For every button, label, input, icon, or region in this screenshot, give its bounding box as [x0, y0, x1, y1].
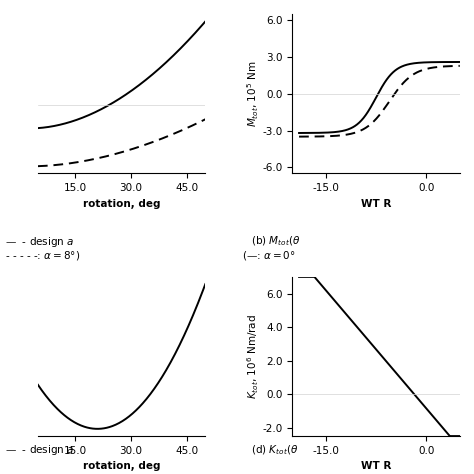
Text: —  - design $a$: — - design $a$ — [5, 443, 74, 457]
Text: —  - design $a$: — - design $a$ — [5, 235, 74, 249]
X-axis label: WT R: WT R — [361, 461, 391, 471]
Text: (b) $M_{tot}(\theta$: (b) $M_{tot}(\theta$ — [251, 235, 301, 248]
X-axis label: rotation, deg: rotation, deg — [83, 199, 160, 209]
X-axis label: WT R: WT R — [361, 199, 391, 209]
Text: - - - - -: $\alpha = 8°$): - - - - -: $\alpha = 8°$) — [5, 249, 80, 262]
X-axis label: rotation, deg: rotation, deg — [83, 461, 160, 471]
Text: (—: $\alpha = 0°$: (—: $\alpha = 0°$ — [242, 249, 295, 262]
Y-axis label: $M_{tot}$, 10$^5$ Nm: $M_{tot}$, 10$^5$ Nm — [246, 61, 261, 127]
Text: (d) $K_{tot}(\theta$: (d) $K_{tot}(\theta$ — [251, 444, 299, 457]
Y-axis label: $K_{tot}$, 10$^6$ Nm/rad: $K_{tot}$, 10$^6$ Nm/rad — [246, 314, 261, 399]
